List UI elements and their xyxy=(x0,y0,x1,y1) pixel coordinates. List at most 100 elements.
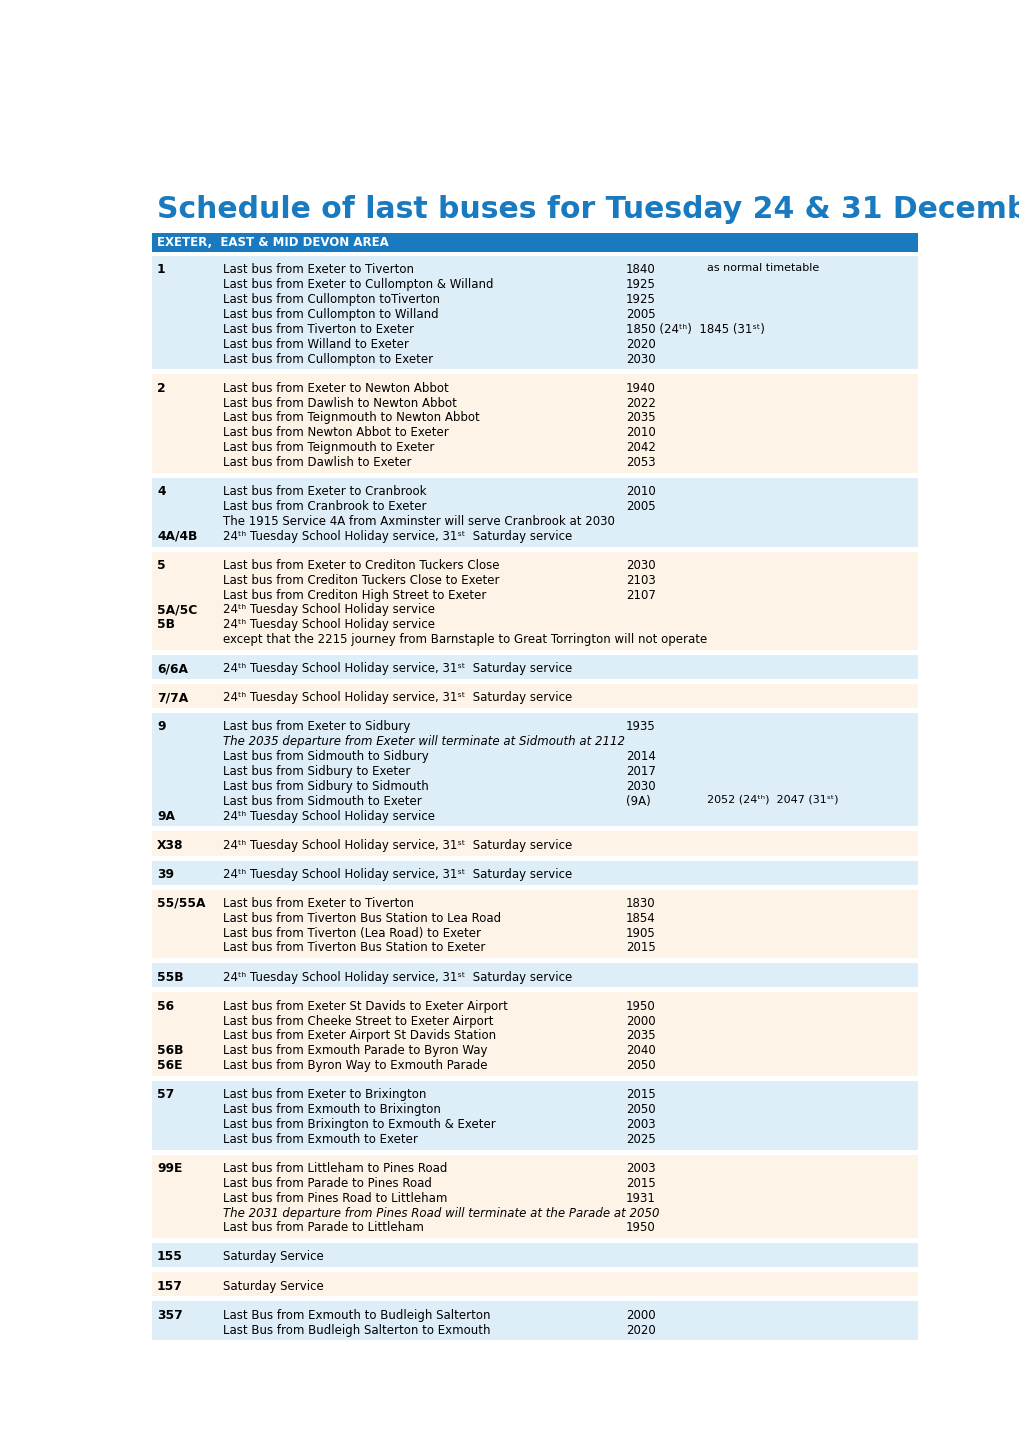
Text: Last bus from Exeter to Brixington: Last bus from Exeter to Brixington xyxy=(222,1089,426,1102)
Text: 1950: 1950 xyxy=(626,999,655,1012)
Text: Last bus from Exeter to Cullompton & Willand: Last bus from Exeter to Cullompton & Wil… xyxy=(222,278,493,291)
Text: 1: 1 xyxy=(157,264,165,277)
Text: 2020: 2020 xyxy=(626,1324,655,1337)
Text: Last bus from Tiverton Bus Station to Lea Road: Last bus from Tiverton Bus Station to Le… xyxy=(222,911,500,924)
Text: Last bus from Exeter to Tiverton: Last bus from Exeter to Tiverton xyxy=(222,897,414,910)
Text: Saturday Service: Saturday Service xyxy=(222,1279,323,1292)
Text: 2022: 2022 xyxy=(626,397,655,410)
Bar xyxy=(152,257,917,369)
Text: 55/55A: 55/55A xyxy=(157,897,205,910)
Bar xyxy=(152,714,917,826)
Text: 2010: 2010 xyxy=(626,427,655,440)
Text: 9A: 9A xyxy=(157,809,175,822)
Text: 5: 5 xyxy=(157,559,165,572)
Text: Schedule of last buses for Tuesday 24 & 31 December 2019: Schedule of last buses for Tuesday 24 & … xyxy=(157,195,1019,224)
Text: 2030: 2030 xyxy=(626,780,655,793)
Text: 2107: 2107 xyxy=(626,588,655,601)
Text: 2015: 2015 xyxy=(626,1089,655,1102)
Text: Last bus from Exeter Airport St Davids Station: Last bus from Exeter Airport St Davids S… xyxy=(222,1030,495,1043)
Text: The 2031 departure from Pines Road will terminate at the Parade at 2050: The 2031 departure from Pines Road will … xyxy=(222,1207,658,1220)
Text: 24ᵗʰ Tuesday School Holiday service: 24ᵗʰ Tuesday School Holiday service xyxy=(222,603,434,616)
Text: 24ᵗʰ Tuesday School Holiday service, 31ˢᵗ  Saturday service: 24ᵗʰ Tuesday School Holiday service, 31ˢ… xyxy=(222,970,572,983)
Text: Last bus from Exeter St Davids to Exeter Airport: Last bus from Exeter St Davids to Exeter… xyxy=(222,999,507,1012)
Text: 56E: 56E xyxy=(157,1060,182,1073)
Text: 2000: 2000 xyxy=(626,1309,655,1322)
Bar xyxy=(152,1243,917,1268)
Text: Last bus from Byron Way to Exmouth Parade: Last bus from Byron Way to Exmouth Parad… xyxy=(222,1060,487,1073)
Text: 2030: 2030 xyxy=(626,559,655,572)
Text: 1830: 1830 xyxy=(626,897,655,910)
Text: Last bus from Exeter to Cranbrook: Last bus from Exeter to Cranbrook xyxy=(222,485,426,497)
Text: Last bus from Exmouth to Brixington: Last bus from Exmouth to Brixington xyxy=(222,1103,440,1116)
Text: 2042: 2042 xyxy=(626,441,655,454)
Text: X38: X38 xyxy=(157,839,183,852)
Text: 55B: 55B xyxy=(157,970,183,983)
Bar xyxy=(152,1155,917,1239)
Text: 357: 357 xyxy=(157,1309,182,1322)
Text: 2053: 2053 xyxy=(626,456,655,469)
Text: 24ᵗʰ Tuesday School Holiday service, 31ˢᵗ  Saturday service: 24ᵗʰ Tuesday School Holiday service, 31ˢ… xyxy=(222,839,572,852)
Bar xyxy=(152,1302,917,1341)
Text: 24ᵗʰ Tuesday School Holiday service, 31ˢᵗ  Saturday service: 24ᵗʰ Tuesday School Holiday service, 31ˢ… xyxy=(222,662,572,675)
Text: 24ᵗʰ Tuesday School Holiday service: 24ᵗʰ Tuesday School Holiday service xyxy=(222,809,434,822)
Text: The 2035 departure from Exeter will terminate at Sidmouth at 2112: The 2035 departure from Exeter will term… xyxy=(222,735,625,748)
Text: Last bus from Tiverton to Exeter: Last bus from Tiverton to Exeter xyxy=(222,323,414,336)
Text: 2000: 2000 xyxy=(626,1015,655,1028)
Text: 157: 157 xyxy=(157,1279,182,1292)
Text: 1940: 1940 xyxy=(626,382,655,395)
Text: Last bus from Willand to Exeter: Last bus from Willand to Exeter xyxy=(222,337,409,350)
Text: Last bus from Crediton High Street to Exeter: Last bus from Crediton High Street to Ex… xyxy=(222,588,486,601)
Text: 1840: 1840 xyxy=(626,264,655,277)
Text: 56B: 56B xyxy=(157,1044,183,1057)
Text: 2020: 2020 xyxy=(626,337,655,350)
Text: 2017: 2017 xyxy=(626,766,655,779)
Text: Last bus from Dawlish to Exeter: Last bus from Dawlish to Exeter xyxy=(222,456,411,469)
Bar xyxy=(152,992,917,1076)
Text: Last bus from Tiverton Bus Station to Exeter: Last bus from Tiverton Bus Station to Ex… xyxy=(222,942,485,955)
Text: Last bus from Sidbury to Exeter: Last bus from Sidbury to Exeter xyxy=(222,766,410,779)
Text: 1950: 1950 xyxy=(626,1221,655,1234)
Text: Last bus from Cullompton to Exeter: Last bus from Cullompton to Exeter xyxy=(222,353,432,366)
Text: Last bus from Exeter to Newton Abbot: Last bus from Exeter to Newton Abbot xyxy=(222,382,448,395)
Text: Last bus from Littleham to Pines Road: Last bus from Littleham to Pines Road xyxy=(222,1162,446,1175)
Text: 2035: 2035 xyxy=(626,1030,655,1043)
Text: Last bus from Tiverton (Lea Road) to Exeter: Last bus from Tiverton (Lea Road) to Exe… xyxy=(222,927,480,940)
Text: Last Bus from Budleigh Salterton to Exmouth: Last Bus from Budleigh Salterton to Exmo… xyxy=(222,1324,490,1337)
Text: 1925: 1925 xyxy=(626,293,655,306)
Text: 7/7A: 7/7A xyxy=(157,691,189,704)
Text: 57: 57 xyxy=(157,1089,174,1102)
Text: 1925: 1925 xyxy=(626,278,655,291)
Bar xyxy=(152,552,917,650)
Bar xyxy=(152,477,917,547)
Text: 39: 39 xyxy=(157,868,174,881)
Text: 2040: 2040 xyxy=(626,1044,655,1057)
Text: 4A/4B: 4A/4B xyxy=(157,529,197,542)
Text: Last Bus from Exmouth to Budleigh Salterton: Last Bus from Exmouth to Budleigh Salter… xyxy=(222,1309,490,1322)
Text: Last bus from Sidmouth to Exeter: Last bus from Sidmouth to Exeter xyxy=(222,795,421,808)
Bar xyxy=(152,1272,917,1296)
Text: 24ᵗʰ Tuesday School Holiday service, 31ˢᵗ  Saturday service: 24ᵗʰ Tuesday School Holiday service, 31ˢ… xyxy=(222,529,572,542)
Text: Last bus from Cullompton to Willand: Last bus from Cullompton to Willand xyxy=(222,309,438,322)
Text: as normal timetable: as normal timetable xyxy=(706,264,818,274)
Text: 5B: 5B xyxy=(157,619,175,632)
Text: 2103: 2103 xyxy=(626,574,655,587)
Text: except that the 2215 journey from Barnstaple to Great Torrington will not operat: except that the 2215 journey from Barnst… xyxy=(222,633,706,646)
Bar xyxy=(152,375,917,473)
Text: 56: 56 xyxy=(157,999,174,1012)
Text: The 1915 Service 4A from Axminster will serve Cranbrook at 2030: The 1915 Service 4A from Axminster will … xyxy=(222,515,614,528)
Text: Last bus from Cullompton toTiverton: Last bus from Cullompton toTiverton xyxy=(222,293,439,306)
Bar xyxy=(152,234,917,251)
Text: 24ᵗʰ Tuesday School Holiday service: 24ᵗʰ Tuesday School Holiday service xyxy=(222,619,434,632)
Text: Last bus from Sidbury to Sidmouth: Last bus from Sidbury to Sidmouth xyxy=(222,780,428,793)
Text: 2003: 2003 xyxy=(626,1162,655,1175)
Text: 2035: 2035 xyxy=(626,411,655,424)
Text: Last bus from Pines Road to Littleham: Last bus from Pines Road to Littleham xyxy=(222,1191,446,1204)
Text: 2014: 2014 xyxy=(626,750,655,763)
Text: 99E: 99E xyxy=(157,1162,182,1175)
Bar xyxy=(152,861,917,885)
Text: Last bus from Exmouth Parade to Byron Way: Last bus from Exmouth Parade to Byron Wa… xyxy=(222,1044,487,1057)
Text: Last bus from Newton Abbot to Exeter: Last bus from Newton Abbot to Exeter xyxy=(222,427,448,440)
Text: 1931: 1931 xyxy=(626,1191,655,1204)
Text: EXETER,  EAST & MID DEVON AREA: EXETER, EAST & MID DEVON AREA xyxy=(157,236,388,249)
Text: Last bus from Cranbrook to Exeter: Last bus from Cranbrook to Exeter xyxy=(222,500,426,513)
